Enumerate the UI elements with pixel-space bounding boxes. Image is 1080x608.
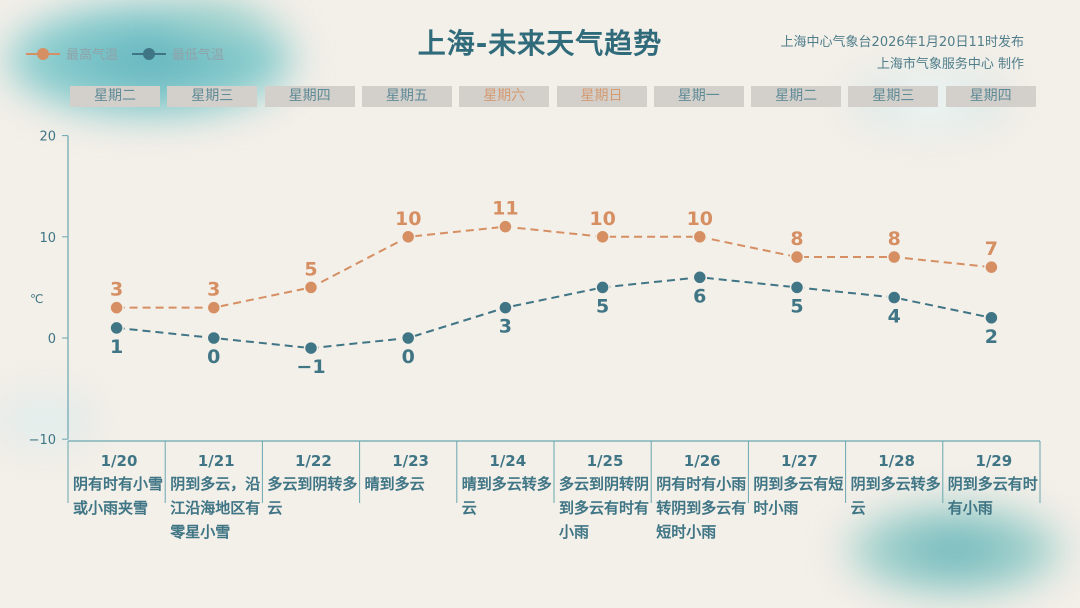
forecast-column: 1/29 阴到多云有时有小雨 xyxy=(943,452,1040,520)
data-label-high: 11 xyxy=(492,198,518,220)
data-label-high: 3 xyxy=(207,279,220,301)
weekday-label: 星期三 xyxy=(848,86,939,107)
weekday-label: 星期二 xyxy=(751,86,842,107)
data-label-low: 6 xyxy=(693,285,706,307)
watercolor-bottom-right xyxy=(840,500,1070,600)
cloud-left xyxy=(0,395,90,445)
legend: 最高气温 最低气温 xyxy=(26,44,224,63)
data-point-low xyxy=(984,310,999,326)
date-label: 1/28 xyxy=(878,452,915,470)
weather-description: 阴到多云，沿江沿海地区有零星小雪 xyxy=(170,475,261,541)
data-label-high: 5 xyxy=(304,258,317,280)
date-label: 1/20 xyxy=(100,452,138,470)
date-label: 1/25 xyxy=(586,452,624,470)
weather-description: 晴到多云 xyxy=(364,475,425,493)
data-label-low: 3 xyxy=(499,316,512,338)
forecast-column: 1/24 晴到多云转多云 xyxy=(457,452,554,520)
watercolor-top xyxy=(150,0,290,40)
date-label: 1/26 xyxy=(683,452,721,470)
data-label-low: 5 xyxy=(596,295,609,317)
data-label-high: 7 xyxy=(985,238,998,260)
series-line-high xyxy=(116,225,992,309)
data-point-low xyxy=(886,290,902,305)
weekday-label: 星期六 xyxy=(459,86,550,107)
data-label-low: 2 xyxy=(985,326,998,348)
y-tick-label: 10 xyxy=(39,231,56,246)
source-line-1: 上海中心气象台2026年1月20日11时发布 xyxy=(780,35,1024,50)
data-label-low: 5 xyxy=(790,295,803,317)
data-label-low: 0 xyxy=(402,346,415,368)
page-title: 上海-未来天气趋势 xyxy=(417,27,663,60)
series-line-low xyxy=(116,276,992,350)
weekday-label: 星期四 xyxy=(945,86,1036,107)
data-point-low xyxy=(595,280,610,295)
data-point-low xyxy=(400,330,416,346)
forecast-column: 1/28 阴到多云转多云 xyxy=(846,452,943,520)
weather-description: 晴到多云转多云 xyxy=(461,475,552,517)
date-label: 1/29 xyxy=(975,452,1013,470)
forecast-column: 1/25 多云到阴转阴到多云有时有小雨 xyxy=(554,452,651,544)
legend-low-marker xyxy=(132,47,167,60)
forecast-column: 1/22 多云到阴转多云 xyxy=(262,452,359,520)
weekday-label: 星期二 xyxy=(70,86,160,107)
data-label-high: 8 xyxy=(790,228,803,250)
data-label-low: 1 xyxy=(110,336,123,358)
data-point-high xyxy=(595,229,610,245)
weather-description: 阴到多云转多云 xyxy=(850,475,941,517)
data-label-high: 10 xyxy=(589,208,615,230)
data-point-low xyxy=(303,340,319,356)
weekday-label: 星期四 xyxy=(264,86,355,107)
data-label-high: 10 xyxy=(395,208,421,230)
weather-description: 阴有时有小雨转阴到多云有短时小雨 xyxy=(656,475,747,541)
weekday-label: 星期五 xyxy=(361,86,452,107)
data-label-high: 3 xyxy=(110,279,123,301)
weekday-label: 星期一 xyxy=(653,86,744,107)
data-point-high xyxy=(206,300,222,315)
data-point-low xyxy=(789,280,805,295)
forecast-column: 1/20 阴有时有小雪或小雨夹雪 xyxy=(68,452,165,520)
data-label-low: −1 xyxy=(296,356,325,378)
y-tick-label: −10 xyxy=(29,433,56,448)
y-tick-label: 20 xyxy=(39,130,56,145)
weekday-label: 星期日 xyxy=(556,86,647,107)
weather-description: 多云到阴转多云 xyxy=(267,475,358,517)
data-point-high xyxy=(984,259,999,275)
data-point-high xyxy=(400,229,416,245)
data-label-low: 0 xyxy=(207,346,220,368)
data-label-high: 8 xyxy=(888,228,901,250)
date-label: 1/22 xyxy=(294,452,332,470)
weather-description: 阴到多云有短时小雨 xyxy=(753,475,844,517)
weekday-label: 星期三 xyxy=(167,86,258,107)
data-label-low: 4 xyxy=(888,306,901,328)
forecast-column: 1/26 阴有时有小雨转阴到多云有短时小雨 xyxy=(651,452,748,544)
data-point-high xyxy=(692,229,708,245)
weather-description: 阴有时有小雪或小雨夹雪 xyxy=(73,475,164,517)
legend-high-label: 最高气温 xyxy=(66,48,119,63)
legend-low-label: 最低气温 xyxy=(172,48,225,63)
date-label: 1/21 xyxy=(197,452,235,470)
date-label: 1/23 xyxy=(392,452,429,470)
data-point-low xyxy=(498,300,513,315)
data-point-high xyxy=(886,249,902,265)
legend-high-marker xyxy=(26,47,60,60)
y-tick-label: 0 xyxy=(48,332,56,347)
data-label-high: 10 xyxy=(687,208,713,230)
forecast-column: 1/27 阴到多云有短时小雨 xyxy=(748,452,845,520)
y-axis-unit: ℃ xyxy=(30,292,43,306)
data-point-high xyxy=(789,249,805,265)
data-point-low xyxy=(692,270,708,285)
weather-description: 阴到多云有时有小雨 xyxy=(947,475,1038,517)
date-label: 1/24 xyxy=(489,452,527,470)
weather-description: 多云到阴转阴到多云有时有小雨 xyxy=(559,475,650,541)
data-point-high xyxy=(498,219,513,234)
data-point-low xyxy=(206,330,222,346)
source-line-2: 上海市气象服务中心 制作 xyxy=(876,57,1024,72)
data-point-high xyxy=(303,280,319,295)
forecast-column: 1/21 阴到多云，沿江沿海地区有零星小雪 xyxy=(165,452,262,544)
forecast-column: 1/23 晴到多云 xyxy=(360,452,457,496)
date-label: 1/27 xyxy=(780,452,818,470)
data-point-high xyxy=(109,300,124,315)
data-point-low xyxy=(109,320,124,336)
